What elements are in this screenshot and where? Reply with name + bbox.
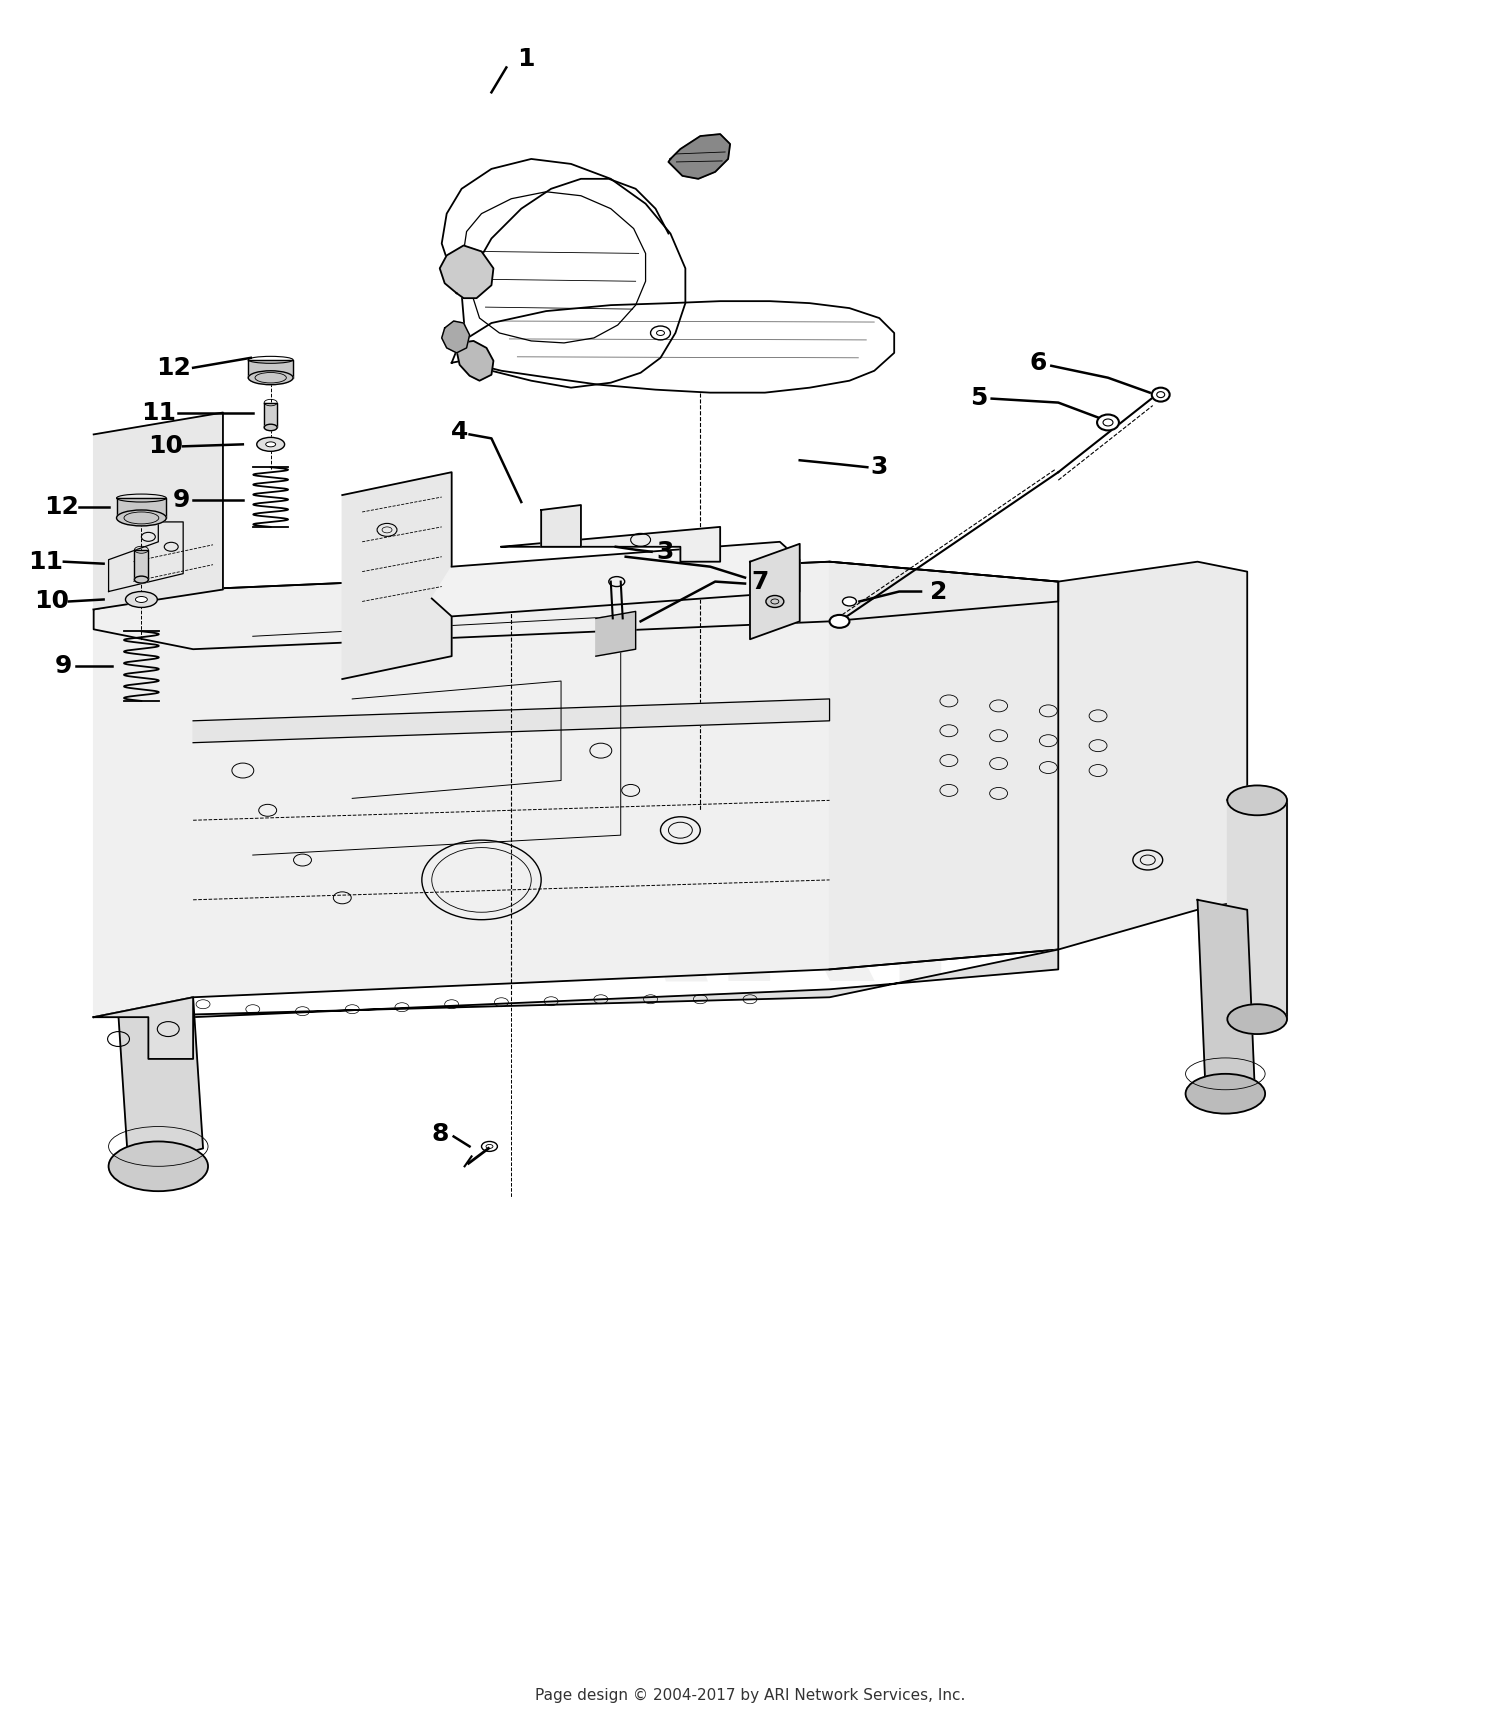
Polygon shape <box>194 699 830 742</box>
Polygon shape <box>441 322 470 353</box>
Text: 7: 7 <box>752 569 768 593</box>
Polygon shape <box>93 562 1059 1017</box>
Polygon shape <box>750 543 800 640</box>
Text: 1: 1 <box>518 47 536 71</box>
Text: 4: 4 <box>452 420 468 445</box>
Polygon shape <box>830 562 1246 969</box>
Text: 9: 9 <box>172 488 190 512</box>
Ellipse shape <box>108 1142 208 1192</box>
Polygon shape <box>1197 900 1256 1099</box>
Ellipse shape <box>1185 1074 1264 1114</box>
Text: ARI: ARI <box>537 813 963 1026</box>
Polygon shape <box>93 412 224 609</box>
Ellipse shape <box>1152 388 1170 401</box>
Ellipse shape <box>249 370 292 384</box>
Ellipse shape <box>266 441 276 446</box>
Ellipse shape <box>135 597 147 602</box>
Polygon shape <box>264 403 278 427</box>
Text: 12: 12 <box>156 356 190 381</box>
Polygon shape <box>93 562 1059 649</box>
Polygon shape <box>342 472 452 680</box>
Ellipse shape <box>256 438 285 452</box>
Polygon shape <box>456 341 494 381</box>
Ellipse shape <box>1227 785 1287 815</box>
Polygon shape <box>501 528 720 562</box>
Polygon shape <box>542 505 580 547</box>
Polygon shape <box>93 950 1059 1017</box>
Ellipse shape <box>264 424 278 431</box>
Polygon shape <box>135 550 148 580</box>
Text: 12: 12 <box>45 495 80 519</box>
Text: 5: 5 <box>970 386 987 410</box>
Text: Page design © 2004-2017 by ARI Network Services, Inc.: Page design © 2004-2017 by ARI Network S… <box>536 1688 964 1702</box>
Ellipse shape <box>1227 1003 1287 1035</box>
Text: 2: 2 <box>930 580 948 604</box>
Polygon shape <box>669 135 730 178</box>
Polygon shape <box>432 541 800 616</box>
Text: 6: 6 <box>1029 351 1047 375</box>
Text: 11: 11 <box>141 401 176 424</box>
Ellipse shape <box>843 597 856 605</box>
Ellipse shape <box>830 614 849 628</box>
Text: 10: 10 <box>34 590 69 614</box>
Ellipse shape <box>135 576 148 583</box>
Polygon shape <box>93 996 194 1059</box>
Ellipse shape <box>126 592 158 607</box>
Polygon shape <box>117 498 166 517</box>
Text: 8: 8 <box>430 1121 448 1145</box>
Polygon shape <box>596 611 636 656</box>
Text: 10: 10 <box>148 434 183 458</box>
Ellipse shape <box>766 595 784 607</box>
Text: 3: 3 <box>870 455 888 479</box>
Polygon shape <box>1227 801 1287 1019</box>
Ellipse shape <box>117 510 166 526</box>
Polygon shape <box>118 996 202 1168</box>
Polygon shape <box>249 360 292 377</box>
Text: 3: 3 <box>657 540 674 564</box>
Text: 9: 9 <box>56 654 72 678</box>
Polygon shape <box>440 246 494 298</box>
Text: 11: 11 <box>28 550 63 574</box>
Ellipse shape <box>1096 415 1119 431</box>
